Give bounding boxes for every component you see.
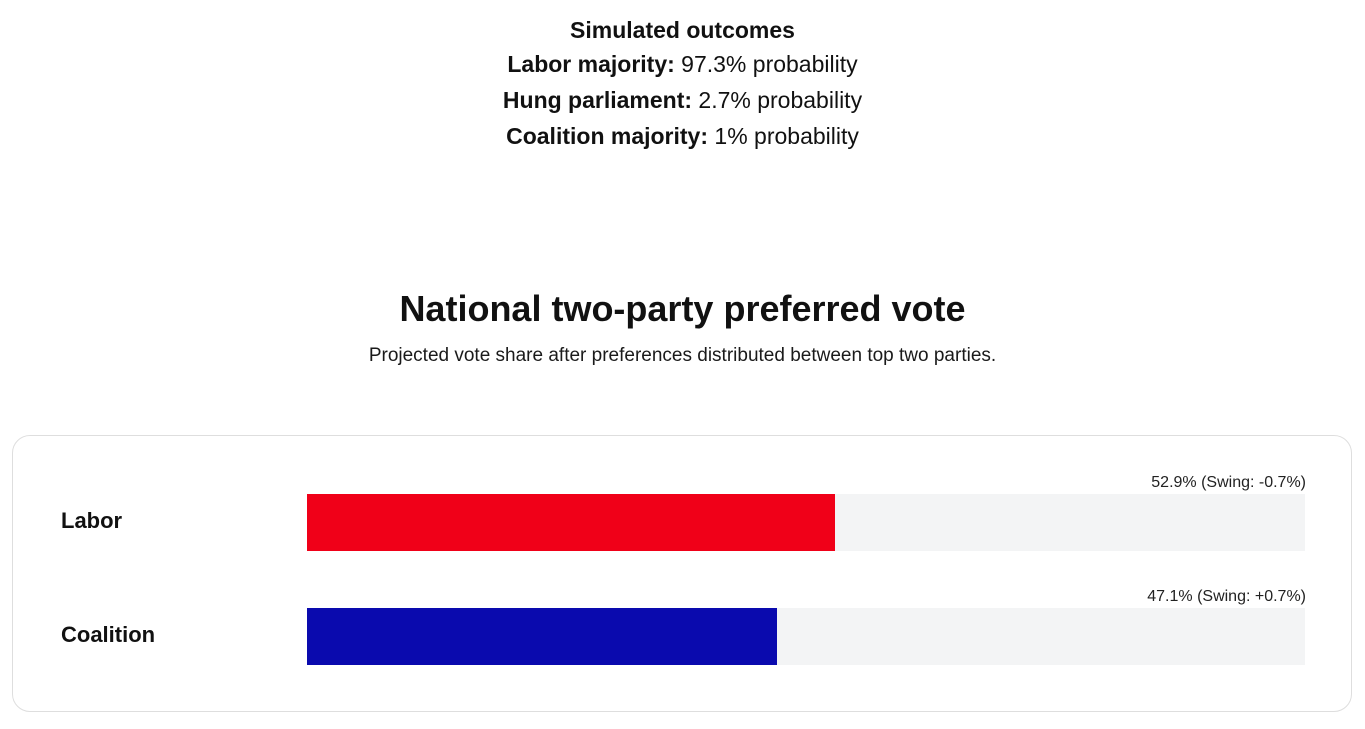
- outcome-labor-majority: Labor majority: 97.3% probability: [0, 46, 1365, 82]
- bar-label-labor: Labor: [61, 508, 123, 533]
- outcome-value: 1% probability: [714, 123, 859, 149]
- bar-track-coalition: [307, 608, 1305, 665]
- simulated-outcomes: Simulated outcomes Labor majority: 97.3%…: [0, 14, 1365, 154]
- bar-row-labor: Labor 52.9% (Swing: -0.7%): [13, 472, 1353, 552]
- section-subtitle: Projected vote share after preferences d…: [368, 345, 997, 366]
- tpp-chart-card: Labor 52.9% (Swing: -0.7%) Coalition 47.…: [12, 435, 1352, 712]
- section-title: National two-party preferred vote: [399, 288, 966, 329]
- bar-label-coalition: Coalition: [61, 622, 156, 647]
- bar-labor: [307, 494, 835, 551]
- bar-track-labor: [307, 494, 1305, 551]
- outcome-value: 97.3% probability: [681, 51, 858, 77]
- outcomes-title: Simulated outcomes: [570, 17, 795, 43]
- bar-value-label-labor: 52.9% (Swing: -0.7%): [1151, 474, 1306, 491]
- outcome-label: Hung parliament:: [502, 87, 693, 113]
- outcome-label: Labor majority:: [507, 51, 675, 77]
- outcome-coalition-majority: Coalition majority: 1% probability: [0, 118, 1365, 154]
- bar-value-label-coalition: 47.1% (Swing: +0.7%): [1147, 588, 1306, 605]
- outcome-value: 2.7% probability: [698, 87, 863, 113]
- bar-row-coalition: Coalition 47.1% (Swing: +0.7%): [13, 586, 1353, 666]
- outcome-hung-parliament: Hung parliament: 2.7% probability: [0, 82, 1365, 118]
- outcome-label: Coalition majority:: [506, 123, 709, 149]
- bar-coalition: [307, 608, 777, 665]
